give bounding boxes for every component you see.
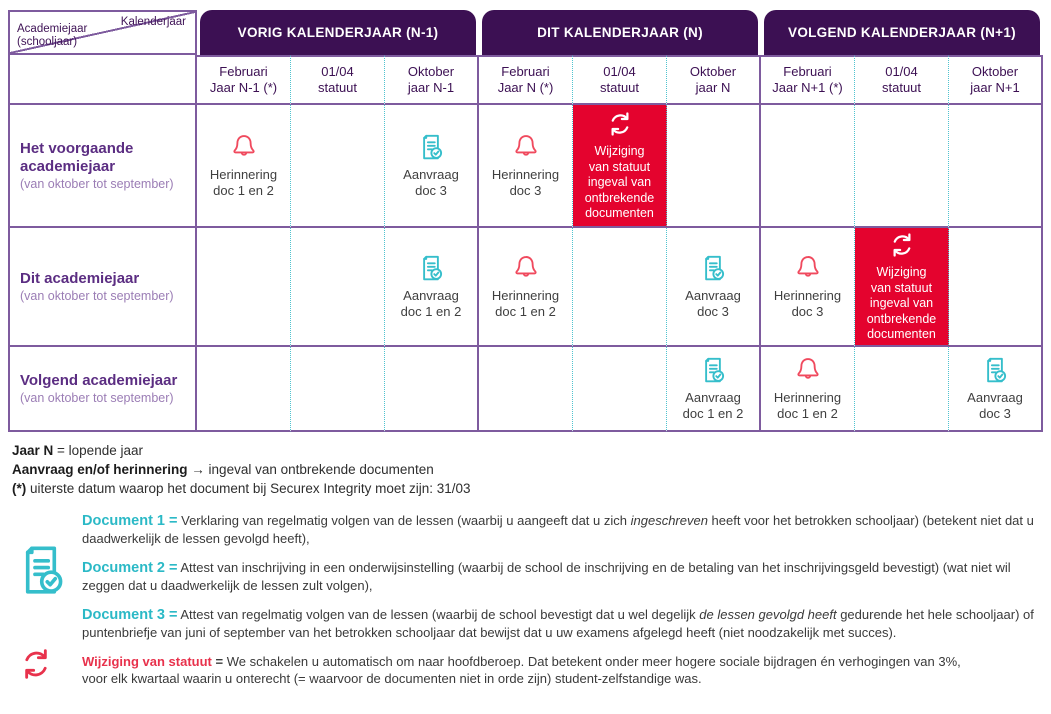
table-cell-empty xyxy=(385,347,479,432)
table-cell-statute-change: Wijziging van statuut ingeval van ontbre… xyxy=(855,228,949,347)
table-cell-empty xyxy=(855,105,949,228)
table-cell: Aanvraag doc 1 en 2 xyxy=(385,228,479,347)
document-check-icon xyxy=(698,253,728,283)
table-cell-empty xyxy=(291,347,385,432)
table-cell-empty xyxy=(291,228,385,347)
column-header-statuut-n1: 01/04 statuut xyxy=(855,55,949,105)
bell-icon xyxy=(511,253,541,283)
document-1-definition: Document 1 = Verklaring van regelmatig v… xyxy=(82,513,1034,546)
refresh-icon xyxy=(887,230,917,260)
corner-spacer-cell xyxy=(8,55,197,105)
table-cell: Herinnering doc 3 xyxy=(479,105,573,228)
table-cell-empty xyxy=(291,105,385,228)
table-cell: Herinnering doc 1 en 2 xyxy=(479,228,573,347)
bell-icon xyxy=(793,253,823,283)
document-2-definition: Document 2 = Attest van inschrijving in … xyxy=(82,560,1011,593)
schedule-table: Kalenderjaar Academiejaar (schooljaar) V… xyxy=(8,10,1043,432)
table-cell-empty xyxy=(197,347,291,432)
statute-change-label: Wijziging van statuut xyxy=(82,654,212,669)
table-cell: Aanvraag doc 3 xyxy=(949,347,1043,432)
table-cell-empty xyxy=(949,228,1043,347)
bell-icon xyxy=(793,355,823,385)
column-header-februari-n: Februari Jaar N (*) xyxy=(479,55,573,105)
column-header-oktober-n: Oktober jaar N xyxy=(667,55,761,105)
document-check-icon xyxy=(980,355,1010,385)
row-header-volgend-academiejaar: Volgend academiejaar (van oktober tot se… xyxy=(8,347,197,432)
legend-definitions: Document 1 = Verklaring van regelmatig v… xyxy=(82,512,1044,699)
group-header-vorig-kalenderjaar: VORIG KALENDERJAAR (N-1) xyxy=(200,10,476,55)
row-header-voorgaande-academiejaar: Het voorgaande academiejaar (van oktober… xyxy=(8,105,197,228)
group-header-dit-kalenderjaar: DIT KALENDERJAAR (N) xyxy=(482,10,758,55)
table-cell: Herinnering doc 1 en 2 xyxy=(761,347,855,432)
refresh-icon xyxy=(605,109,635,139)
table-cell-empty xyxy=(667,105,761,228)
row-header-dit-academiejaar: Dit academiejaar (van oktober tot septem… xyxy=(8,228,197,347)
corner-label-kalenderjaar: Kalenderjaar xyxy=(120,16,186,28)
column-header-februari-n1: Februari Jaar N+1 (*) xyxy=(761,55,855,105)
document-2-label: Document 2 = xyxy=(82,560,178,576)
document-check-icon xyxy=(416,253,446,283)
statute-change-definition: Wijziging van statuut = We schakelen u a… xyxy=(82,654,961,686)
document-3-definition: Document 3 = Attest van regelmatig volge… xyxy=(82,607,1034,640)
note-jaar-n: Jaar N = lopende jaar xyxy=(12,443,143,458)
table-cell: Herinnering doc 3 xyxy=(761,228,855,347)
table-cell-empty xyxy=(573,347,667,432)
table-cell-empty xyxy=(949,105,1043,228)
document-1-label: Document 1 = xyxy=(82,513,178,529)
corner-label-academiejaar: Academiejaar (schooljaar) xyxy=(17,23,88,48)
column-header-oktober-n1: Oktober jaar N+1 xyxy=(949,55,1043,105)
legend-notes: Jaar N = lopende jaar Aanvraag en/of her… xyxy=(12,441,470,498)
group-header-volgend-kalenderjaar: VOLGEND KALENDERJAAR (N+1) xyxy=(764,10,1040,55)
column-header-statuut-n-1: 01/04 statuut xyxy=(291,55,385,105)
document-3-label: Document 3 = xyxy=(82,607,178,623)
bell-icon xyxy=(229,132,259,162)
table-cell: Herinnering doc 1 en 2 xyxy=(197,105,291,228)
refresh-icon xyxy=(17,645,55,683)
document-check-icon xyxy=(698,355,728,385)
table-cell-empty xyxy=(573,228,667,347)
table-cell: Aanvraag doc 3 xyxy=(667,228,761,347)
table-cell-empty xyxy=(761,105,855,228)
table-cell: Aanvraag doc 3 xyxy=(385,105,479,228)
bell-icon xyxy=(511,132,541,162)
document-check-icon xyxy=(12,541,70,599)
table-cell-empty xyxy=(197,228,291,347)
corner-header-cell: Kalenderjaar Academiejaar (schooljaar) xyxy=(8,10,197,55)
note-aanvraag-herinnering: Aanvraag en/of herinnering → ingeval van… xyxy=(12,462,434,477)
note-uiterste-datum: (*) uiterste datum waarop het document b… xyxy=(12,481,471,496)
table-cell-statute-change: Wijziging van statuut ingeval van ontbre… xyxy=(573,105,667,228)
table-cell: Aanvraag doc 1 en 2 xyxy=(667,347,761,432)
column-header-februari-n-1: Februari Jaar N-1 (*) xyxy=(197,55,291,105)
table-cell-empty xyxy=(855,347,949,432)
table-cell-empty xyxy=(479,347,573,432)
document-check-icon xyxy=(416,132,446,162)
column-header-statuut-n: 01/04 statuut xyxy=(573,55,667,105)
column-header-oktober-n-1: Oktober jaar N-1 xyxy=(385,55,479,105)
